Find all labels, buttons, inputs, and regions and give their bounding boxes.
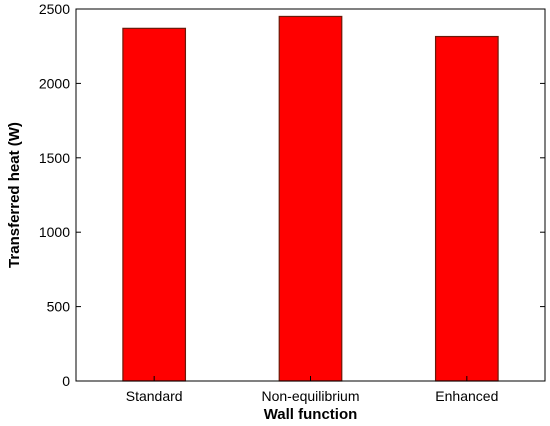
bar-non-equilibrium bbox=[278, 15, 343, 382]
bars-group bbox=[122, 15, 499, 382]
x-axis-ticks: Standard Non-equilibrium Enhanced bbox=[126, 376, 498, 404]
x-tick-label: Non-equilibrium bbox=[261, 388, 359, 404]
y-tick-label: 1500 bbox=[39, 150, 70, 166]
y-axis-title: Transferred heat (W) bbox=[6, 122, 23, 268]
bar-enhanced bbox=[434, 35, 499, 382]
y-axis-ticks: 0 500 1000 1500 2000 2500 bbox=[39, 1, 545, 389]
y-tick-label: 0 bbox=[62, 373, 70, 389]
y-tick-label: 2000 bbox=[39, 75, 70, 91]
x-tick-label: Standard bbox=[126, 388, 183, 404]
y-tick-label: 500 bbox=[47, 299, 71, 315]
bar-standard bbox=[122, 27, 187, 382]
x-axis-title: Wall function bbox=[264, 406, 358, 423]
y-tick-label: 1000 bbox=[39, 224, 70, 240]
y-tick-label: 2500 bbox=[39, 1, 70, 17]
x-tick-label: Enhanced bbox=[435, 388, 498, 404]
